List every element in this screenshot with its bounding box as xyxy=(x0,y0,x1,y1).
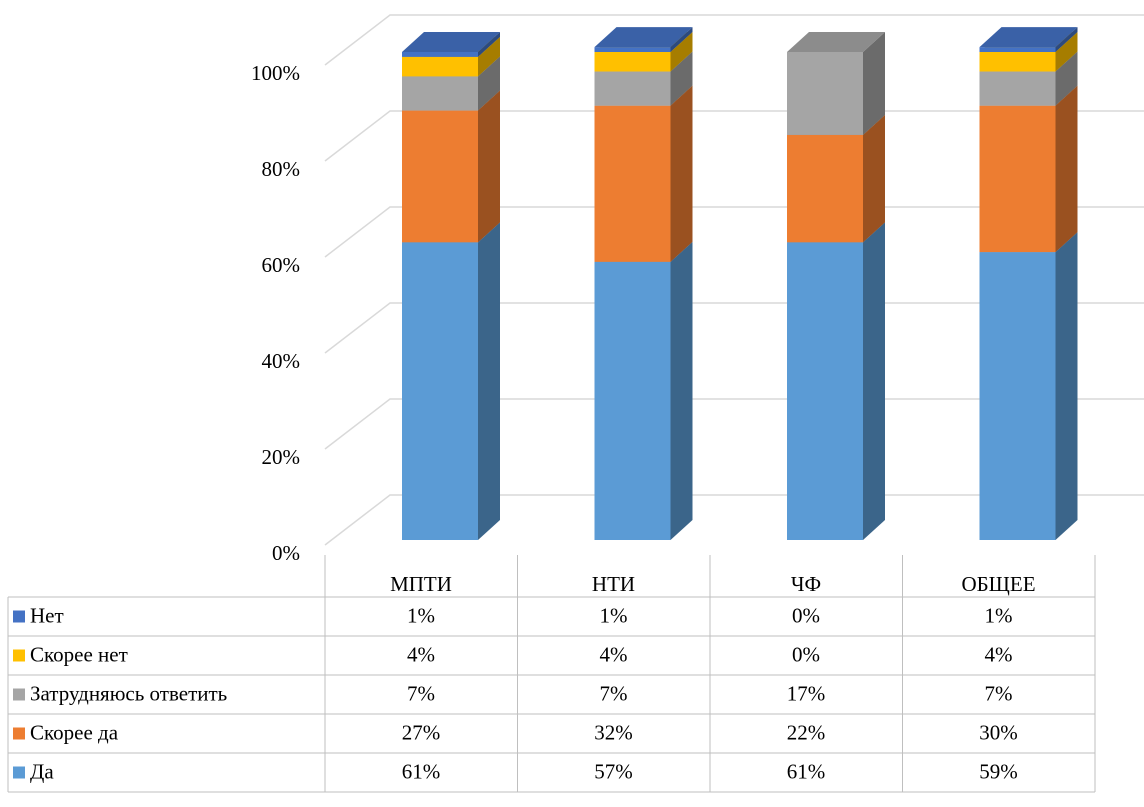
legend-label: Скорее да xyxy=(30,720,119,744)
category-label: ОБЩЕЕ xyxy=(961,572,1035,596)
bar-side xyxy=(863,222,885,540)
bar-side xyxy=(670,51,693,106)
bar-side xyxy=(863,32,885,135)
y-tick-label: 60% xyxy=(262,253,301,277)
bar-side xyxy=(1055,27,1078,52)
legend-label: Нет xyxy=(30,603,64,627)
grid-line xyxy=(324,302,1144,354)
bar-top xyxy=(594,27,693,48)
data-label: 22% xyxy=(787,720,826,744)
bar-segment xyxy=(979,105,1056,253)
bar-side xyxy=(670,27,693,52)
data-label: 30% xyxy=(979,720,1018,744)
category-label: ЧФ xyxy=(791,572,821,596)
y-tick-label: 20% xyxy=(262,445,301,469)
bar-side xyxy=(670,241,693,540)
data-label: 57% xyxy=(594,759,633,783)
bar-top xyxy=(787,32,885,52)
y-tick-label: 0% xyxy=(272,541,300,565)
bar-segment xyxy=(594,71,671,106)
data-label: 4% xyxy=(985,642,1013,666)
data-label: 4% xyxy=(600,642,628,666)
bar-side xyxy=(478,32,500,57)
grid-line xyxy=(324,14,1144,66)
bar-segment xyxy=(979,252,1056,540)
grid-line xyxy=(324,110,1144,162)
bar-side xyxy=(1055,32,1078,72)
category-label: НТИ xyxy=(592,572,635,596)
y-tick-label: 40% xyxy=(262,349,301,373)
bar-side xyxy=(863,114,885,243)
bar-side xyxy=(670,32,693,72)
legend-key xyxy=(13,649,25,662)
data-label: 7% xyxy=(600,681,628,705)
grid-line xyxy=(324,398,1144,450)
data-label: 7% xyxy=(407,681,435,705)
bar-segment xyxy=(979,47,1056,52)
bar-side xyxy=(478,90,500,243)
data-label: 0% xyxy=(792,603,820,627)
legend-key xyxy=(13,610,25,623)
legend-label: Скорее нет xyxy=(30,642,128,666)
data-label: 32% xyxy=(594,720,633,744)
data-label: 27% xyxy=(402,720,441,744)
bar-side xyxy=(670,85,693,262)
bar-segment xyxy=(594,105,671,262)
bar-side xyxy=(478,56,500,111)
bar-segment xyxy=(402,242,478,540)
bar-side xyxy=(478,36,500,77)
data-label: 59% xyxy=(979,759,1018,783)
data-label: 1% xyxy=(600,603,628,627)
bar-segment xyxy=(402,76,478,111)
bar-segment xyxy=(979,52,1056,72)
category-label: МПТИ xyxy=(390,572,452,596)
y-tick-label: 80% xyxy=(262,157,301,181)
data-label: 7% xyxy=(985,681,1013,705)
bar-top xyxy=(402,32,500,52)
bar-segment xyxy=(594,47,671,52)
bar-side xyxy=(1055,51,1078,106)
data-label: 1% xyxy=(985,603,1013,627)
bar-side xyxy=(478,222,500,540)
legend-key xyxy=(13,766,25,779)
bar-segment xyxy=(402,110,478,243)
data-label: 17% xyxy=(787,681,826,705)
bar-segment xyxy=(979,71,1056,106)
bar-segment xyxy=(787,242,863,540)
legend-key xyxy=(13,688,25,701)
legend-label: Да xyxy=(30,759,54,783)
data-label: 0% xyxy=(792,642,820,666)
bar-segment xyxy=(594,261,671,540)
data-label: 61% xyxy=(402,759,441,783)
data-label: 4% xyxy=(407,642,435,666)
data-label: 1% xyxy=(407,603,435,627)
grid-line xyxy=(324,494,1144,546)
data-label: 61% xyxy=(787,759,826,783)
bar-segment xyxy=(402,52,478,57)
bar-top xyxy=(979,27,1078,48)
legend-key xyxy=(13,727,25,740)
grid-line xyxy=(324,206,1144,258)
bar-segment xyxy=(402,56,478,77)
y-tick-label: 100% xyxy=(251,61,300,85)
bar-segment xyxy=(787,134,863,243)
bar-side xyxy=(1055,232,1078,540)
bar-segment xyxy=(594,52,671,72)
legend-label: Затрудняюсь ответить xyxy=(30,681,227,705)
bar-segment xyxy=(787,52,863,135)
bar-side xyxy=(1055,85,1078,253)
